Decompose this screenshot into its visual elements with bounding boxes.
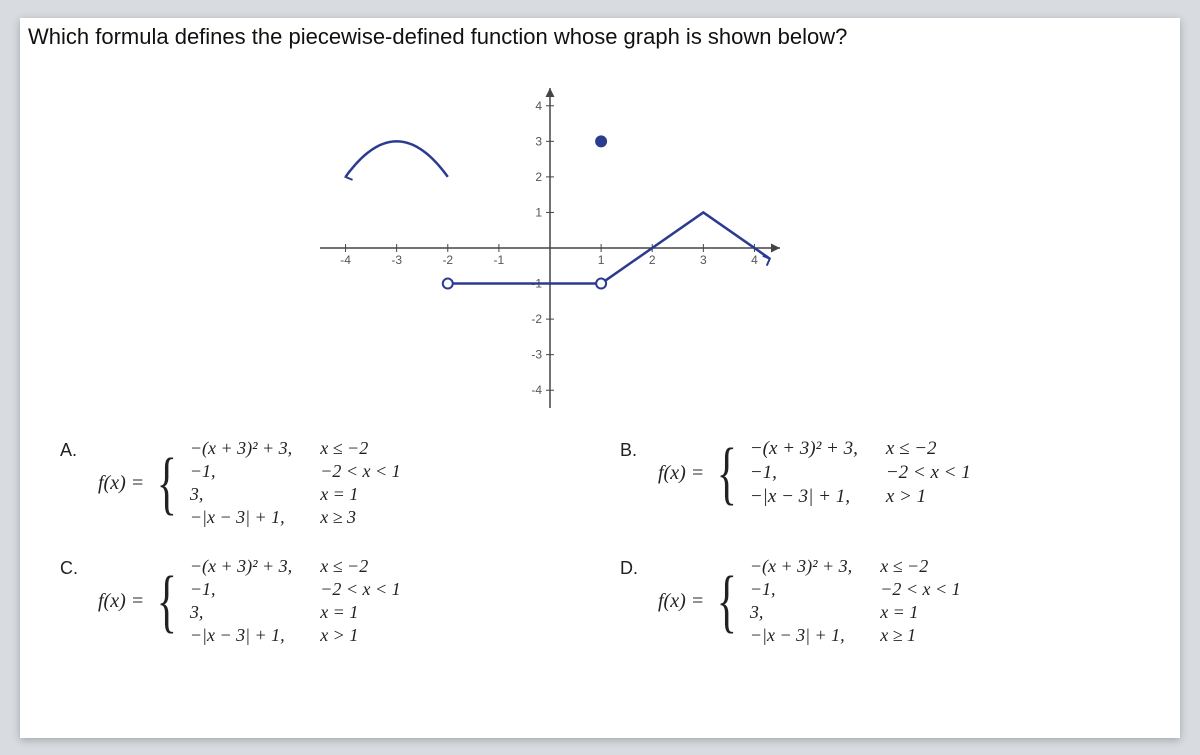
fx-label: f(x) = [98,472,144,495]
choice-letter: A. [60,438,84,461]
choice-a[interactable]: A. f(x) = { −(x + 3)² + 3, x ≤ −2 −1, −2… [60,438,580,528]
choice-d[interactable]: D. f(x) = { −(x + 3)² + 3, x ≤ −2 −1, −2… [620,556,1140,646]
brace-icon: { [717,442,737,505]
svg-text:1: 1 [598,253,605,267]
svg-text:4: 4 [751,253,758,267]
expr: 3, [190,602,292,623]
fx-label: f(x) = [658,462,704,485]
choice-b[interactable]: B. f(x) = { −(x + 3)² + 3, x ≤ −2 −1, −2… [620,438,1140,528]
piecewise-a: f(x) = { −(x + 3)² + 3, x ≤ −2 −1, −2 < … [98,438,401,528]
cond: −2 < x < 1 [320,461,400,482]
cond: −2 < x < 1 [886,462,971,484]
expr: −(x + 3)² + 3, [750,556,852,577]
piecewise-d: f(x) = { −(x + 3)² + 3, x ≤ −2 −1, −2 < … [658,556,961,646]
svg-text:-3: -3 [531,348,542,362]
expr: −(x + 3)² + 3, [750,438,858,460]
expr: −|x − 3| + 1, [190,507,292,528]
cases-a: −(x + 3)² + 3, x ≤ −2 −1, −2 < x < 1 3, … [190,438,401,528]
piecewise-b: f(x) = { −(x + 3)² + 3, x ≤ −2 −1, −2 < … [658,438,971,508]
choice-letter: C. [60,556,84,579]
choice-c[interactable]: C. f(x) = { −(x + 3)² + 3, x ≤ −2 −1, −2… [60,556,580,646]
cond: x ≤ −2 [320,438,400,459]
cond: x ≥ 3 [320,507,400,528]
cases-b: −(x + 3)² + 3, x ≤ −2 −1, −2 < x < 1 −|x… [750,438,971,508]
cond: x > 1 [886,486,971,508]
cond: x ≤ −2 [880,556,960,577]
expr: −(x + 3)² + 3, [190,556,292,577]
svg-text:2: 2 [649,253,656,267]
svg-text:-4: -4 [340,253,351,267]
graph-svg: -4-3-2-11234-4-3-2-11234 [320,88,780,408]
svg-text:-1: -1 [494,253,505,267]
svg-text:-2: -2 [531,312,542,326]
cond: x > 1 [320,625,400,646]
choice-letter: B. [620,438,644,461]
svg-text:3: 3 [535,134,542,148]
svg-text:4: 4 [535,99,542,113]
expr: −1, [750,579,852,600]
cond: x = 1 [880,602,960,623]
svg-text:-3: -3 [391,253,402,267]
cases-d: −(x + 3)² + 3, x ≤ −2 −1, −2 < x < 1 3, … [750,556,961,646]
svg-text:1: 1 [535,205,542,219]
cond: x ≤ −2 [320,556,400,577]
expr: −1, [190,461,292,482]
brace-icon: { [157,452,177,515]
expr: −1, [190,579,292,600]
expr: −|x − 3| + 1, [750,486,858,508]
brace-icon: { [157,570,177,633]
question-text: Which formula defines the piecewise-defi… [28,24,847,50]
choice-letter: D. [620,556,644,579]
expr: −|x − 3| + 1, [750,625,852,646]
worksheet-page: Which formula defines the piecewise-defi… [20,18,1180,738]
expr: −|x − 3| + 1, [190,625,292,646]
svg-text:2: 2 [535,170,542,184]
cond: x ≤ −2 [886,438,971,460]
cond: x = 1 [320,602,400,623]
answer-choices: A. f(x) = { −(x + 3)² + 3, x ≤ −2 −1, −2… [60,438,1140,646]
fx-label: f(x) = [98,590,144,613]
piecewise-c: f(x) = { −(x + 3)² + 3, x ≤ −2 −1, −2 < … [98,556,401,646]
expr: −(x + 3)² + 3, [190,438,292,459]
expr: −1, [750,462,858,484]
brace-icon: { [717,570,737,633]
cond: −2 < x < 1 [880,579,960,600]
fx-label: f(x) = [658,590,704,613]
cond: −2 < x < 1 [320,579,400,600]
graph-figure: -4-3-2-11234-4-3-2-11234 [320,88,780,408]
svg-text:-4: -4 [531,383,542,397]
expr: 3, [190,484,292,505]
expr: 3, [750,602,852,623]
svg-text:3: 3 [700,253,707,267]
svg-text:-2: -2 [442,253,453,267]
cond: x ≥ 1 [880,625,960,646]
cases-c: −(x + 3)² + 3, x ≤ −2 −1, −2 < x < 1 3, … [190,556,401,646]
cond: x = 1 [320,484,400,505]
